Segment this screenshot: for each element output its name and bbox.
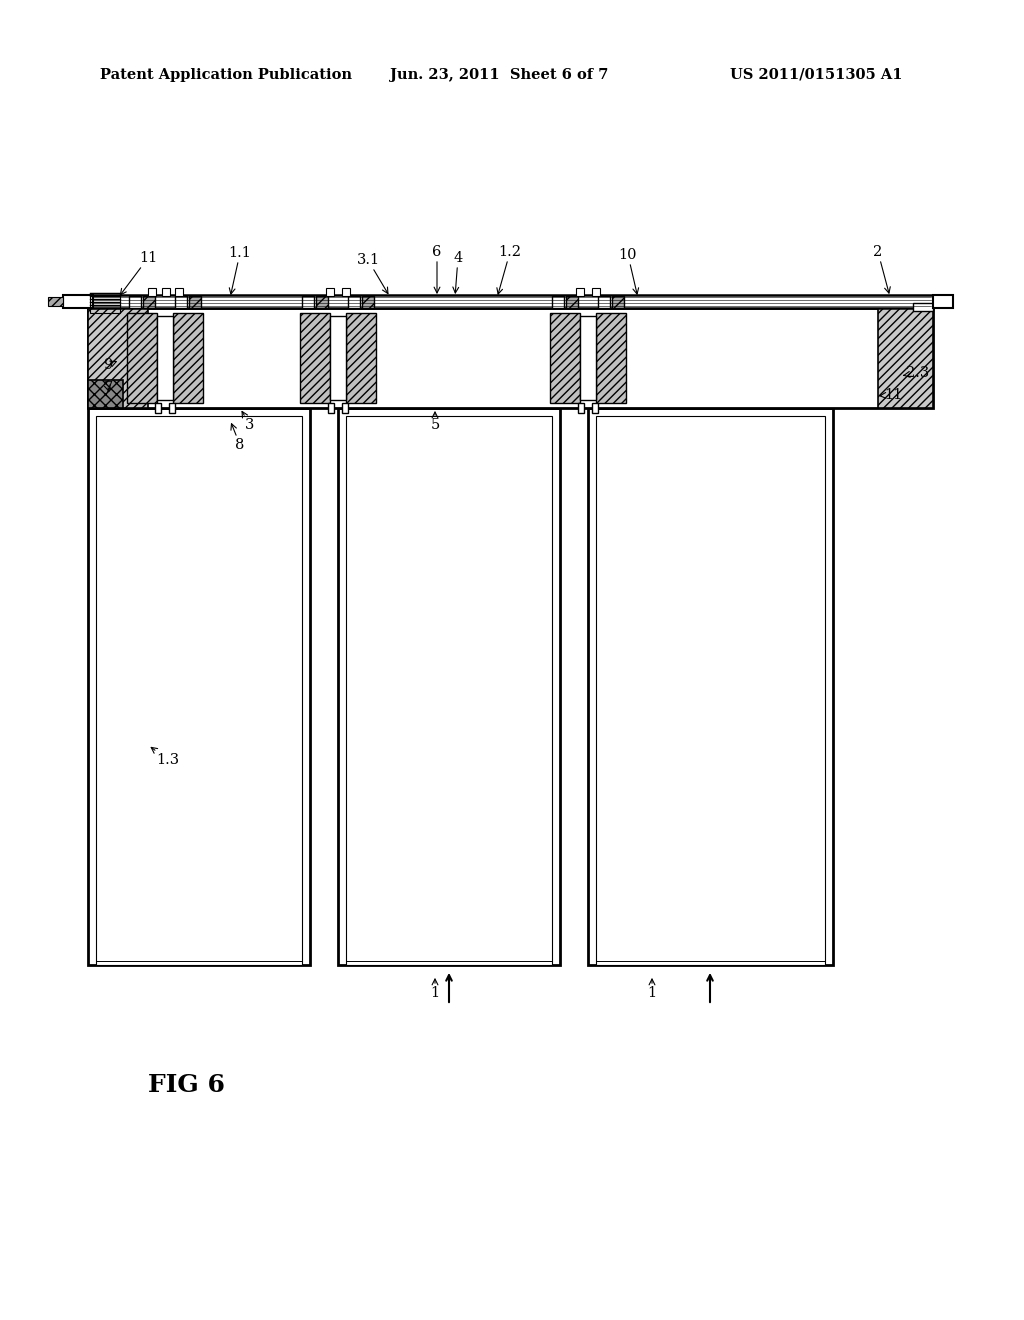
Bar [127, 313, 157, 403]
Bar [162, 288, 170, 296]
Text: 7: 7 [103, 381, 113, 395]
Bar [592, 403, 598, 413]
Bar [596, 313, 626, 403]
Bar [48, 297, 63, 306]
Text: 10: 10 [618, 248, 639, 294]
Text: 6: 6 [432, 246, 441, 293]
Bar [596, 416, 825, 965]
Text: 11: 11 [880, 388, 902, 403]
Bar [169, 403, 175, 413]
Text: 3.1: 3.1 [356, 253, 388, 293]
Bar [330, 315, 346, 400]
Bar [63, 294, 93, 308]
Bar [88, 308, 933, 408]
Text: 1: 1 [647, 979, 656, 1001]
Text: 8: 8 [231, 424, 245, 451]
Bar [913, 304, 933, 312]
Text: FIG 6: FIG 6 [148, 1073, 225, 1097]
Text: 2.3: 2.3 [903, 366, 930, 380]
Bar [300, 313, 330, 403]
Bar [580, 315, 596, 400]
Text: US 2011/0151305 A1: US 2011/0151305 A1 [730, 69, 902, 82]
Bar [552, 296, 564, 308]
Text: 1.2: 1.2 [497, 246, 521, 294]
Text: 5: 5 [430, 412, 439, 432]
Bar [302, 296, 314, 308]
Bar [348, 296, 360, 308]
Bar [148, 288, 156, 296]
Bar [338, 408, 560, 965]
Text: 3: 3 [242, 412, 255, 432]
Text: 1.1: 1.1 [228, 246, 252, 294]
Text: 2: 2 [873, 246, 890, 293]
Bar [88, 408, 310, 965]
Bar [96, 416, 302, 965]
Text: 1: 1 [430, 979, 439, 1001]
Bar [88, 294, 933, 308]
Bar [157, 315, 173, 400]
Bar [346, 313, 376, 403]
Text: 1.3: 1.3 [152, 747, 179, 767]
Bar [173, 313, 203, 403]
Text: Jun. 23, 2011  Sheet 6 of 7: Jun. 23, 2011 Sheet 6 of 7 [390, 69, 608, 82]
Bar [88, 380, 123, 408]
Bar [933, 294, 953, 308]
Bar [326, 288, 334, 296]
Bar [316, 296, 328, 308]
Bar [592, 288, 600, 296]
Bar [88, 308, 148, 408]
Bar [598, 296, 610, 308]
Bar [175, 288, 183, 296]
Bar [346, 416, 552, 965]
Bar [575, 288, 584, 296]
Bar [578, 403, 584, 413]
Bar [328, 403, 334, 413]
Bar [588, 408, 833, 965]
Bar [129, 296, 141, 308]
Bar [143, 296, 155, 308]
Text: 9: 9 [103, 358, 117, 372]
Bar [878, 308, 933, 408]
Bar [155, 403, 161, 413]
Bar [550, 313, 580, 403]
Bar [189, 296, 201, 308]
Text: 4: 4 [453, 251, 463, 293]
Bar [342, 403, 348, 413]
Bar [90, 293, 120, 313]
Text: Patent Application Publication: Patent Application Publication [100, 69, 352, 82]
Bar [175, 296, 187, 308]
Bar [362, 296, 374, 308]
Text: 11: 11 [121, 251, 157, 294]
Bar [566, 296, 578, 308]
Bar [342, 288, 350, 296]
Bar [612, 296, 624, 308]
